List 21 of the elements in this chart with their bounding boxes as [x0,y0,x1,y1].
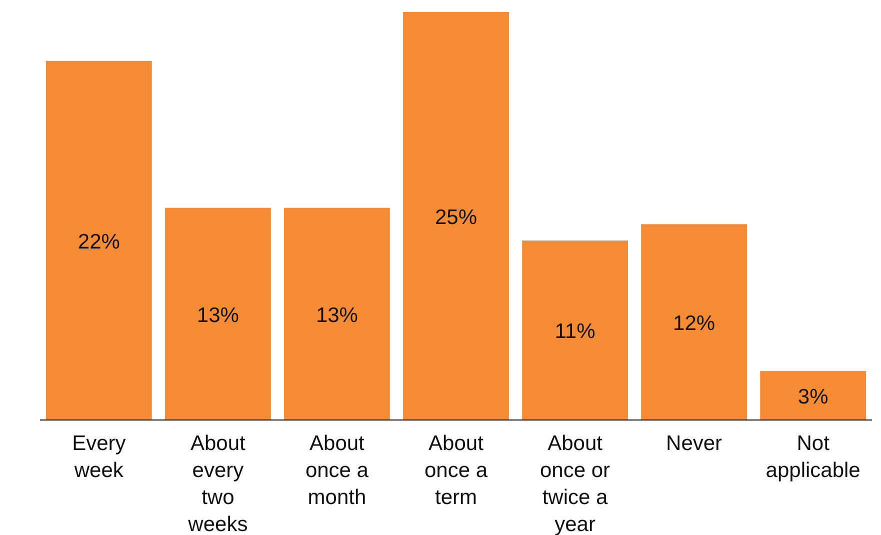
data-label: 13% [316,304,358,327]
data-label: 22% [78,230,120,254]
bar [760,371,866,420]
data-label: 3% [798,386,828,409]
data-label: 25% [434,206,478,229]
x-tick-label: About once or twice a year [540,432,610,535]
bar [641,224,748,420]
bar [284,208,390,420]
x-tick-label: About once a term [424,432,488,509]
x-tick-label: About every two weeks [187,432,248,535]
data-label: 12% [673,312,716,336]
bar [403,12,509,420]
x-tick-label: About once a month [305,432,369,509]
bar [46,60,152,420]
data-label: 11% [554,320,596,344]
x-tick-label: Never [666,432,722,455]
bar [522,240,628,420]
x-tick-label: Not applicable [766,432,860,482]
data-label: 13% [196,304,239,327]
x-tick-label: Every week [72,432,126,482]
bar [164,208,271,420]
